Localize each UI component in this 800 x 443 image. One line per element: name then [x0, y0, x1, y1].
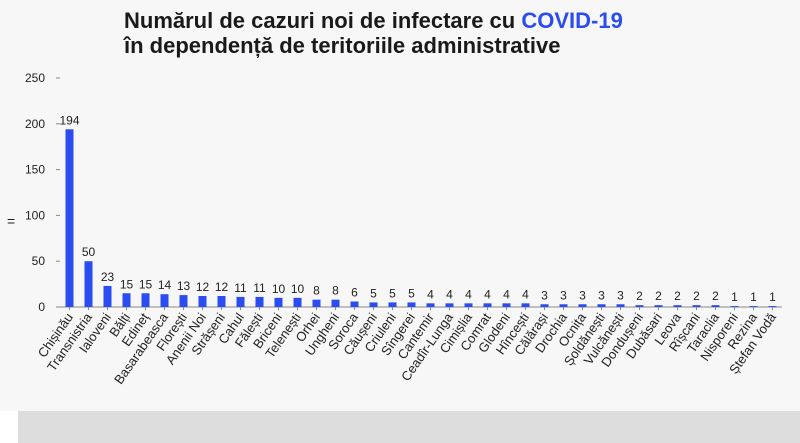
data-label: 2	[655, 289, 662, 303]
y-tick-label: 200	[25, 117, 45, 131]
bar	[673, 305, 682, 307]
bar	[521, 303, 530, 307]
bar	[616, 304, 625, 307]
data-label: 12	[215, 280, 229, 294]
data-label: 3	[541, 288, 548, 302]
bar	[749, 306, 758, 308]
y-tick-label: 50	[32, 254, 46, 268]
data-label: 3	[579, 288, 586, 302]
bar	[730, 306, 739, 308]
bar	[331, 299, 340, 307]
bar	[559, 304, 568, 307]
data-label: 8	[313, 284, 320, 298]
bar	[692, 305, 701, 307]
data-label: 2	[693, 289, 700, 303]
data-label: 4	[465, 287, 472, 301]
bar	[255, 296, 264, 307]
bar	[540, 304, 549, 307]
data-label: 4	[503, 287, 510, 301]
bar	[578, 304, 587, 307]
data-label: 13	[177, 279, 191, 293]
bar	[160, 294, 169, 307]
bar	[350, 301, 359, 307]
data-label: 11	[253, 281, 266, 295]
data-label: 14	[158, 278, 172, 292]
bar	[217, 296, 226, 307]
data-label: 1	[769, 290, 776, 304]
axis-break-marker: =	[7, 213, 16, 229]
title-line-1-text: Numărul de cazuri noi de infectare cu	[124, 8, 522, 33]
data-label: 8	[332, 284, 339, 298]
data-label: 1	[750, 290, 757, 304]
bar	[103, 285, 112, 307]
data-label: 3	[598, 288, 605, 302]
title-line-1: Numărul de cazuri noi de infectare cu CO…	[124, 8, 764, 33]
data-label: 11	[234, 281, 247, 295]
data-label: 3	[560, 288, 567, 302]
data-label: 2	[712, 289, 719, 303]
bar	[84, 261, 93, 307]
bottom-left-corner	[0, 411, 18, 443]
bar	[179, 295, 188, 307]
bottom-strip	[0, 411, 800, 443]
data-label: 4	[446, 287, 453, 301]
bar	[122, 293, 131, 307]
y-tick-label: 150	[25, 163, 45, 177]
data-label: 6	[351, 286, 358, 300]
data-label: 194	[59, 113, 79, 127]
data-label: 4	[484, 287, 491, 301]
bar	[654, 305, 663, 307]
y-tick-label: 250	[25, 71, 45, 85]
data-label: 3	[617, 288, 624, 302]
bar	[388, 302, 397, 307]
bar	[445, 303, 454, 307]
y-tick-label: 0	[38, 300, 45, 314]
bar	[426, 303, 435, 307]
data-label: 15	[139, 277, 153, 291]
bar	[407, 302, 416, 307]
data-label: 5	[408, 286, 415, 300]
bar	[274, 297, 283, 307]
data-label: 10	[291, 282, 305, 296]
data-label: 4	[427, 287, 434, 301]
chart-title: Numărul de cazuri noi de infectare cu CO…	[124, 8, 764, 58]
data-label: 15	[120, 277, 134, 291]
bar	[768, 306, 777, 308]
data-label: 2	[636, 289, 643, 303]
data-label: 10	[272, 282, 286, 296]
bar	[141, 293, 150, 307]
data-label: 12	[196, 280, 210, 294]
bar	[369, 302, 378, 307]
data-label: 2	[674, 289, 681, 303]
bar	[483, 303, 492, 307]
bar	[293, 297, 302, 307]
title-line-2: în dependență de teritoriile administrat…	[124, 33, 561, 58]
data-label: 23	[101, 270, 115, 284]
bar	[312, 299, 321, 307]
bar	[635, 305, 644, 307]
data-label: 1	[731, 290, 738, 304]
bar	[236, 296, 245, 307]
data-label: 5	[370, 286, 377, 300]
bar	[502, 303, 511, 307]
data-label: 50	[82, 245, 96, 259]
bar	[711, 305, 720, 307]
bar	[597, 304, 606, 307]
bar	[65, 129, 74, 307]
y-tick-label: 100	[25, 208, 45, 222]
bar	[464, 303, 473, 307]
data-label: 5	[389, 286, 396, 300]
title-accent-covid: COVID-19	[521, 8, 623, 33]
data-label: 4	[522, 287, 529, 301]
bar	[198, 296, 207, 307]
